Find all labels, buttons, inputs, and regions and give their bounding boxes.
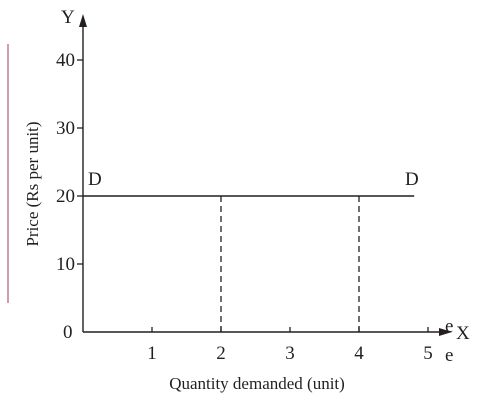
x-tick-label: 4 bbox=[354, 343, 364, 364]
x-tick-label: 5 bbox=[423, 343, 433, 364]
origin-label: 0 bbox=[63, 322, 73, 343]
left-fragment: e e bbox=[7, 44, 453, 366]
y-tick-label: 20 bbox=[56, 186, 75, 207]
fragment-text-2: e bbox=[445, 345, 453, 366]
x-axis-title: Quantity demanded (unit) bbox=[169, 374, 345, 393]
y-tick-label: 30 bbox=[56, 118, 75, 139]
y-tick-label: 40 bbox=[56, 50, 75, 71]
y-axis-arrow bbox=[79, 14, 87, 27]
y-axis-title: Price (Rs per unit) bbox=[23, 121, 42, 246]
x-axis-letter: X bbox=[456, 323, 470, 344]
x-tick-label: 1 bbox=[147, 343, 157, 364]
demand-label-right: D bbox=[405, 169, 419, 190]
y-tick-label: 10 bbox=[56, 254, 75, 275]
y-ticks: 10 20 30 40 bbox=[56, 50, 83, 275]
x-axis-arrow bbox=[439, 328, 452, 336]
x-tick-label: 3 bbox=[285, 343, 295, 364]
axes: Y X 0 bbox=[61, 7, 470, 344]
fragment-text-1: e bbox=[445, 316, 453, 337]
demand-label-left: D bbox=[88, 169, 102, 190]
guide-lines bbox=[220, 196, 360, 332]
x-tick-label: 2 bbox=[216, 343, 226, 364]
y-axis-letter: Y bbox=[61, 7, 75, 28]
